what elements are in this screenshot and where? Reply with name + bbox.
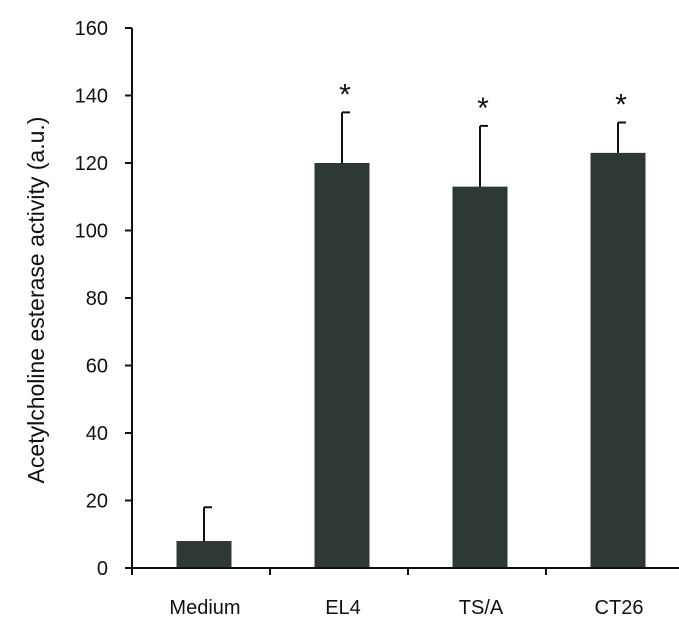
x-axis-labels: Medium EL4 TS/A CT26	[169, 597, 643, 619]
bar-ts-a	[452, 186, 508, 568]
bars	[176, 152, 646, 568]
y-tick-label: 20	[86, 491, 108, 513]
x-category-label: EL4	[325, 597, 361, 619]
y-tick-label: 0	[97, 558, 108, 580]
y-tick-label: 80	[86, 288, 108, 310]
significance-asterisk: *	[477, 92, 489, 125]
significance-asterisk: *	[615, 89, 627, 122]
bar-ct26	[590, 152, 646, 568]
y-tick-label: 140	[75, 86, 108, 108]
bar-el4	[314, 163, 370, 568]
significance-asterisk: *	[339, 78, 351, 111]
y-tick-label: 120	[75, 153, 108, 175]
y-tick-label: 60	[86, 356, 108, 378]
y-tick-label: 160	[75, 18, 108, 40]
x-category-label: CT26	[595, 597, 644, 619]
y-axis-title: Acetylcholine esterase activity (a.u.)	[23, 117, 49, 484]
y-tick-label: 100	[75, 221, 108, 243]
x-category-label: TS/A	[459, 597, 504, 619]
x-category-label: Medium	[169, 597, 240, 619]
annotations: * * *	[339, 78, 627, 125]
bar-medium	[176, 541, 232, 568]
y-axis-ticks: 0 20 40 60 80 100 120 140 160	[75, 18, 132, 580]
y-tick-label: 40	[86, 423, 108, 445]
error-bars	[203, 111, 626, 541]
x-axis-ticks	[131, 568, 547, 575]
